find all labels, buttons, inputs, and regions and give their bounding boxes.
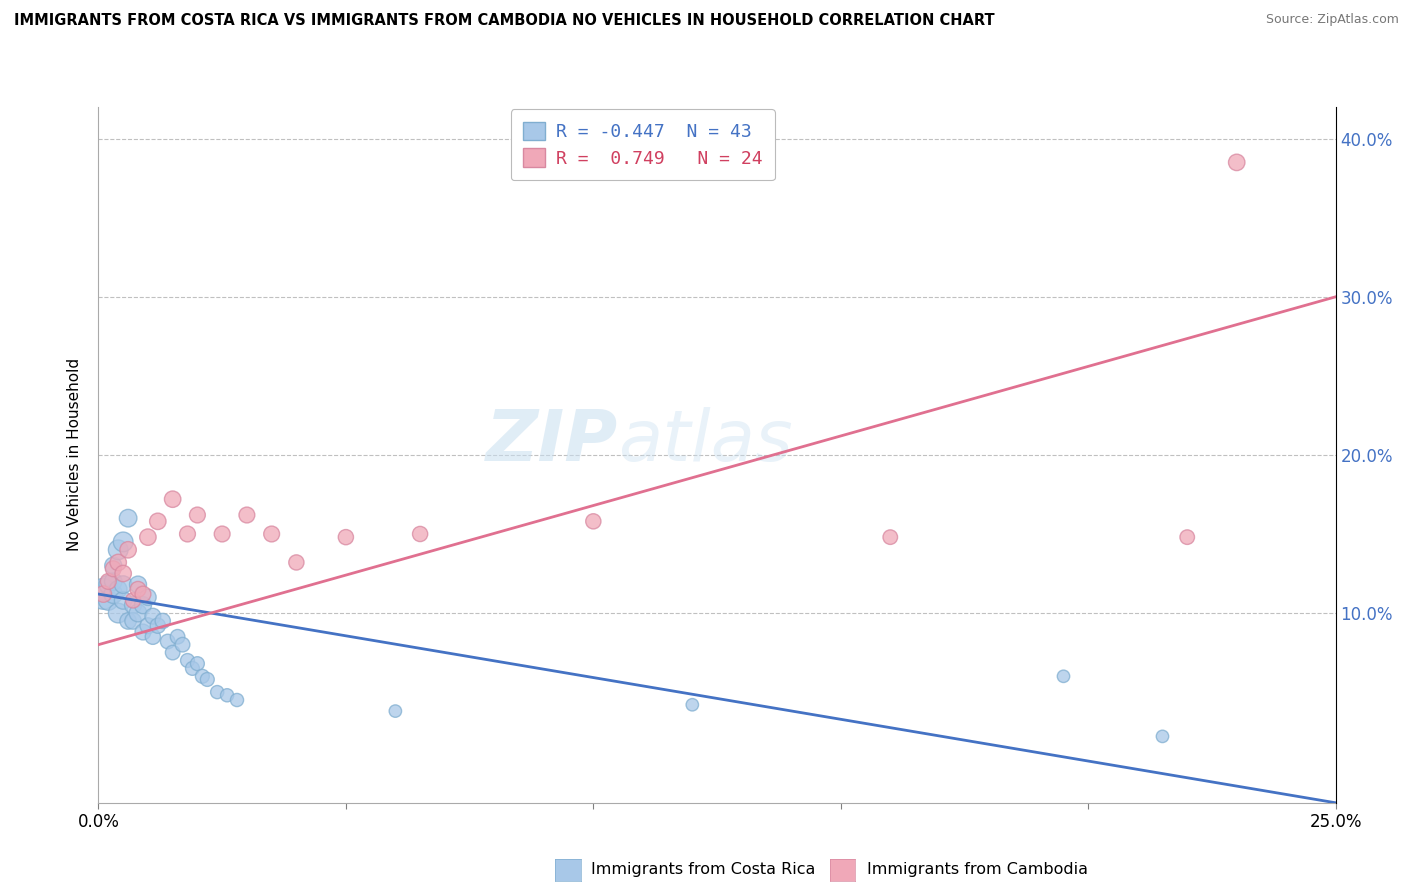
Point <box>93 582 115 597</box>
Point <box>117 542 139 557</box>
Point <box>1052 669 1074 683</box>
Point <box>205 685 228 699</box>
Point <box>211 527 233 541</box>
Point <box>136 530 159 544</box>
Point <box>127 606 149 620</box>
Y-axis label: No Vehicles in Household: No Vehicles in Household <box>67 359 83 551</box>
Point <box>146 618 169 632</box>
Point <box>127 582 149 597</box>
Point <box>1175 530 1198 544</box>
Point <box>162 646 184 660</box>
Point <box>156 634 179 648</box>
Point <box>97 574 120 589</box>
Text: ZIP: ZIP <box>486 407 619 475</box>
Point <box>226 693 249 707</box>
Point <box>195 673 218 687</box>
Point <box>582 514 605 528</box>
Point <box>112 534 135 549</box>
Point <box>93 587 115 601</box>
Point <box>122 598 145 612</box>
Point <box>112 566 135 581</box>
Point <box>103 574 125 589</box>
Point <box>217 688 239 702</box>
Text: atlas: atlas <box>619 407 793 475</box>
Point <box>136 591 159 605</box>
Point <box>191 669 214 683</box>
Point <box>152 614 174 628</box>
Point <box>176 527 198 541</box>
Point <box>172 638 194 652</box>
Point <box>107 606 129 620</box>
Point <box>132 625 155 640</box>
Point <box>132 598 155 612</box>
Text: IMMIGRANTS FROM COSTA RICA VS IMMIGRANTS FROM CAMBODIA NO VEHICLES IN HOUSEHOLD : IMMIGRANTS FROM COSTA RICA VS IMMIGRANTS… <box>14 13 994 29</box>
Text: Source: ZipAtlas.com: Source: ZipAtlas.com <box>1265 13 1399 27</box>
Point <box>142 609 165 624</box>
Point <box>132 587 155 601</box>
Point <box>97 593 120 607</box>
Point <box>146 514 169 528</box>
Point <box>97 577 120 591</box>
Point <box>162 492 184 507</box>
Point <box>136 618 159 632</box>
Point <box>103 558 125 573</box>
Point <box>93 591 115 605</box>
Point <box>142 630 165 644</box>
Point <box>1226 155 1249 169</box>
Point <box>107 556 129 570</box>
Point <box>186 657 208 671</box>
Point <box>1152 730 1174 744</box>
Point <box>879 530 901 544</box>
Point <box>117 614 139 628</box>
Point <box>117 511 139 525</box>
Point <box>384 704 406 718</box>
Point <box>103 587 125 601</box>
Point <box>122 593 145 607</box>
Point <box>166 630 188 644</box>
Point <box>335 530 357 544</box>
Point <box>285 556 308 570</box>
Point <box>181 661 204 675</box>
Point <box>260 527 283 541</box>
Point <box>107 582 129 597</box>
Point <box>681 698 703 712</box>
Text: Immigrants from Costa Rica: Immigrants from Costa Rica <box>591 863 815 877</box>
Point <box>236 508 259 522</box>
Legend: R = -0.447  N = 43, R =  0.749   N = 24: R = -0.447 N = 43, R = 0.749 N = 24 <box>510 109 775 180</box>
Point <box>122 614 145 628</box>
Point <box>127 577 149 591</box>
Text: Immigrants from Cambodia: Immigrants from Cambodia <box>866 863 1088 877</box>
Point <box>112 577 135 591</box>
Point <box>112 593 135 607</box>
Point <box>103 562 125 576</box>
Point <box>186 508 208 522</box>
Point <box>107 542 129 557</box>
Point <box>409 527 432 541</box>
Point <box>176 653 198 667</box>
